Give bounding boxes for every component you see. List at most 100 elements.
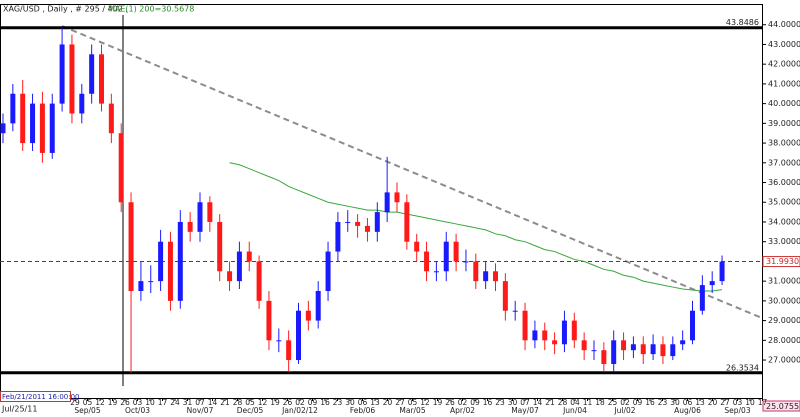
x-week-label: 10 <box>745 398 755 407</box>
x-week-label: 02 <box>620 398 630 407</box>
x-week-label: 28 <box>558 398 568 407</box>
candle-body <box>581 340 587 351</box>
moving-average <box>229 162 723 292</box>
candle-body <box>621 340 627 351</box>
y-tick-label: 28.0000 <box>768 336 800 345</box>
candle-body <box>522 310 528 341</box>
x-week-label: 19 <box>108 398 118 407</box>
candle-body <box>148 281 154 283</box>
candle-body <box>10 93 16 124</box>
candle-body <box>69 44 75 114</box>
x-month-label: May/07 <box>511 406 539 415</box>
x-month-label: Sep/05 <box>74 406 100 415</box>
x-month-label: Jul/02 <box>613 406 635 415</box>
x-month-label: Dec/05 <box>237 406 264 415</box>
candle-body <box>660 344 666 357</box>
x-week-label: 06 <box>358 398 368 407</box>
candle-body <box>424 251 430 272</box>
x-week-label: 12 <box>258 398 268 407</box>
x-week-label: 20 <box>708 398 718 407</box>
level-label: 26.3534 <box>726 363 759 372</box>
candle-body <box>99 54 104 104</box>
candle-body <box>236 251 242 282</box>
x-week-label: 23 <box>658 398 668 407</box>
candle-body <box>571 320 577 341</box>
x-week-label: 24 <box>170 398 180 407</box>
x-month-label: Apr/02 <box>450 406 475 415</box>
candle-body <box>384 192 390 213</box>
level-label: 43.8486 <box>726 18 759 27</box>
x-week-label: 12 <box>420 398 430 407</box>
candle-body <box>512 310 518 312</box>
x-week-label: 23 <box>333 398 343 407</box>
x-month-label: Feb/06 <box>350 406 376 415</box>
level-label: 31.9930 <box>766 257 799 266</box>
candle-body <box>39 103 45 153</box>
x-month-label: Oct/03 <box>125 406 150 415</box>
x-week-label: 28 <box>233 398 243 407</box>
x-week-label: 30 <box>345 398 355 407</box>
candle-body <box>680 340 686 345</box>
x-week-label: 09 <box>470 398 480 407</box>
candle-body <box>207 202 213 222</box>
candle-body <box>483 271 489 282</box>
x-week-label: 06 <box>683 398 693 407</box>
x-week-label: 26 <box>120 398 130 407</box>
x-week-label: 26 <box>283 398 293 407</box>
candle-body <box>315 291 321 321</box>
x-week-label: 07 <box>520 398 530 407</box>
x-week-label: 02 <box>295 398 305 407</box>
x-week-label: 12 <box>95 398 105 407</box>
x-week-label: 17 <box>158 398 168 407</box>
candle-body <box>227 271 233 282</box>
x-week-label: 21 <box>545 398 555 407</box>
y-tick-label: 44.0000 <box>768 20 800 29</box>
candle-body <box>404 202 410 242</box>
x-week-label: 30 <box>508 398 518 407</box>
x-week-label: 14 <box>208 398 218 407</box>
candle-body <box>630 344 636 351</box>
candle-body <box>552 340 558 345</box>
x-week-label: 27 <box>720 398 730 407</box>
x-month-label: Jan/02/12 <box>281 406 318 415</box>
x-week-label: 03 <box>133 398 143 407</box>
x-week-label: 10 <box>145 398 155 407</box>
bottom-tick-label: 25.0755 <box>766 402 799 411</box>
candle-body <box>345 221 351 223</box>
candle-body <box>561 320 567 345</box>
candle-body <box>601 350 607 364</box>
y-tick-label: 34.0000 <box>768 217 800 226</box>
y-tick-label: 40.0000 <box>768 99 800 108</box>
x-week-label: 02 <box>458 398 468 407</box>
cursor-label-box <box>0 391 71 402</box>
candle-body <box>0 123 6 134</box>
plot-frame <box>0 4 763 399</box>
start-label: Jul/25/11 <box>1 405 37 414</box>
chart-title: XAG/USD , Daily , # 295 / 402 , <box>3 5 128 14</box>
y-tick-label: 39.0000 <box>768 119 800 128</box>
candle-body <box>355 221 361 226</box>
candle-body <box>177 221 183 301</box>
x-week-label: 14 <box>533 398 543 407</box>
indicator-label: MAE(1) 200=30.5678 <box>108 5 194 14</box>
x-month-label: Sep/03 <box>724 406 750 415</box>
x-week-label: 16 <box>645 398 655 407</box>
candle-body <box>128 202 134 292</box>
candle-body <box>20 93 26 144</box>
x-week-label: 09 <box>633 398 643 407</box>
candle-body <box>433 271 439 273</box>
x-week-label: 16 <box>483 398 493 407</box>
x-week-label: 19 <box>433 398 443 407</box>
y-tick-label: 36.0000 <box>768 178 800 187</box>
x-week-label: 05 <box>408 398 418 407</box>
candle-body <box>30 103 36 144</box>
candle-body <box>217 221 223 272</box>
x-week-label: 04 <box>570 398 580 407</box>
candle-body <box>453 241 459 262</box>
x-week-label: 13 <box>370 398 380 407</box>
candle-body <box>502 281 508 311</box>
x-month-label: Aug/06 <box>674 406 701 415</box>
x-week-label: 17 <box>758 398 768 407</box>
